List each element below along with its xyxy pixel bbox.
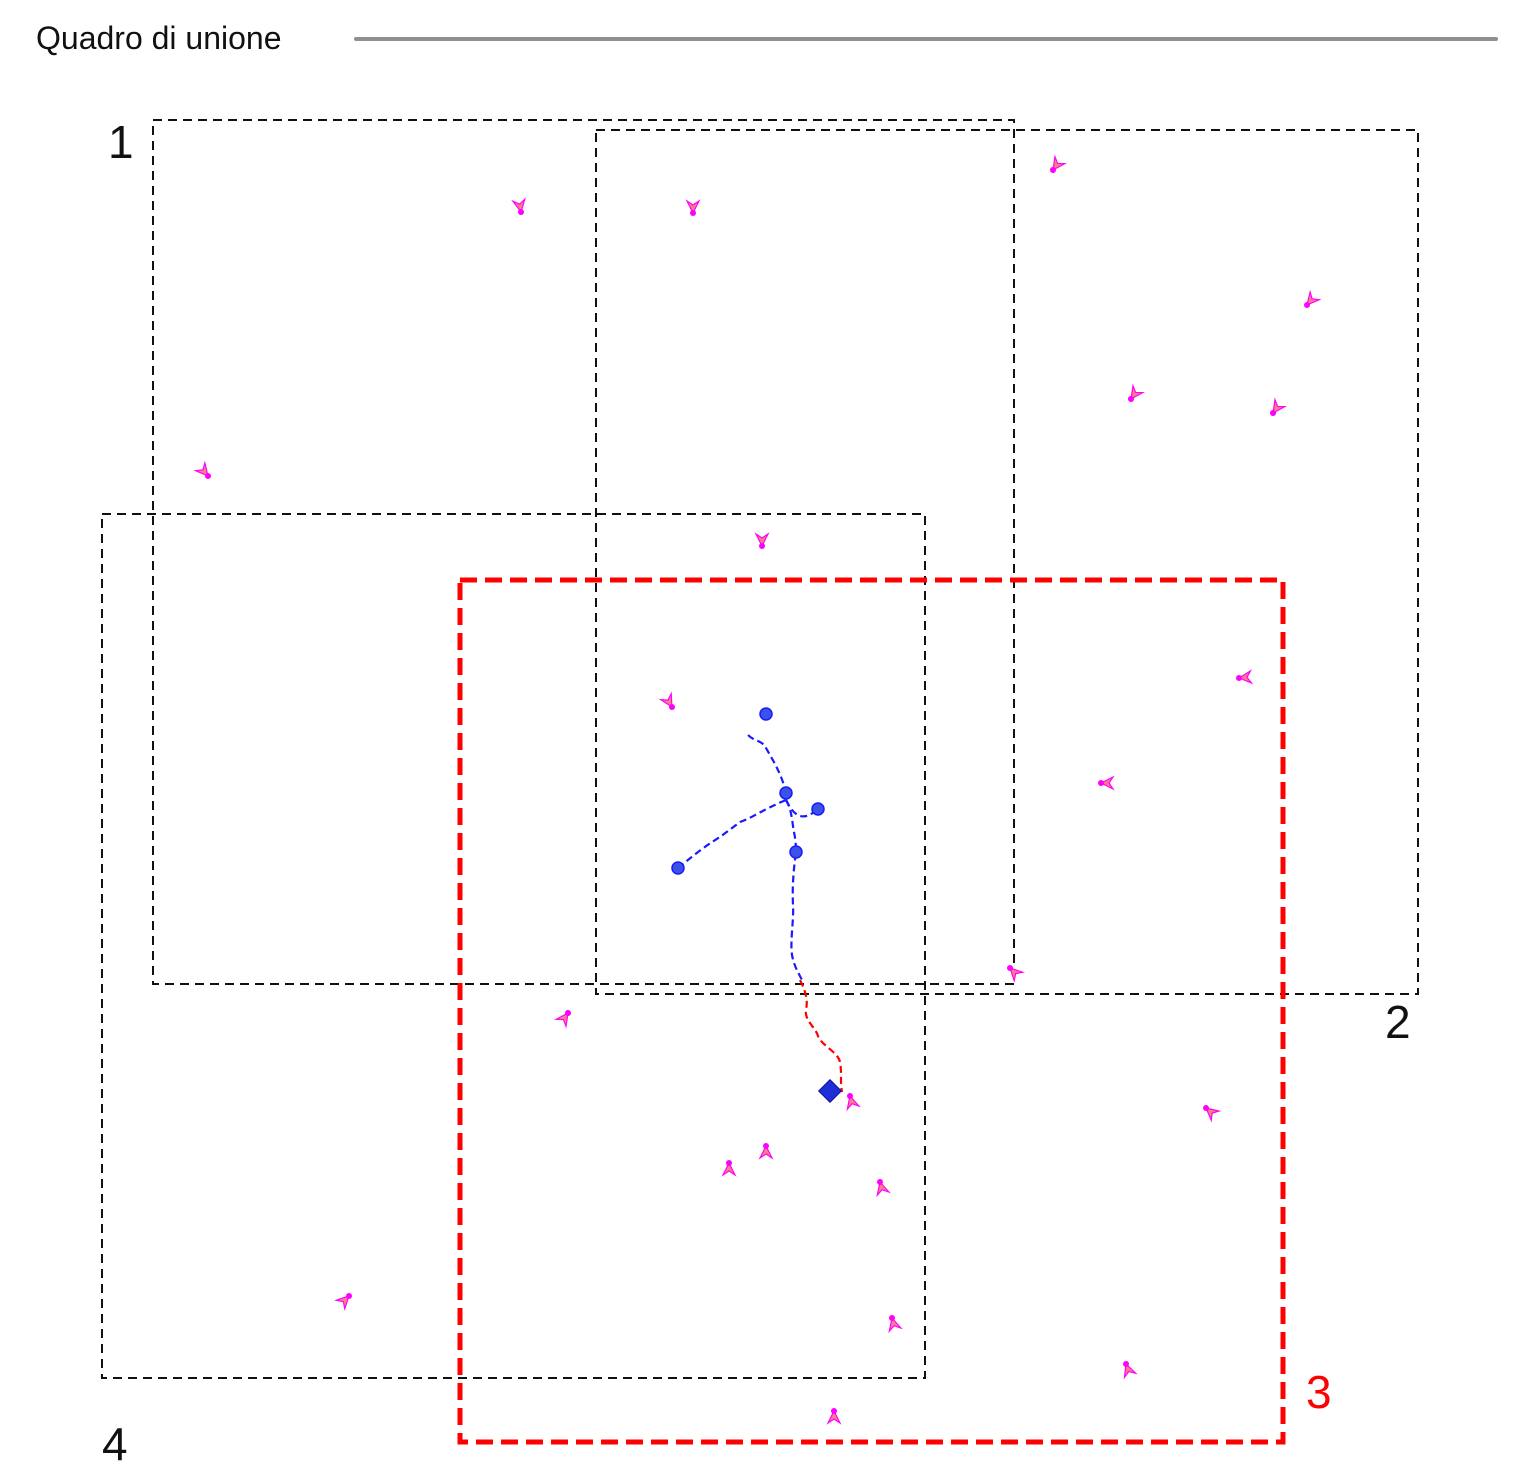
station-marker-dot: [1007, 965, 1013, 971]
station-marker-dot: [518, 209, 524, 215]
station-markers: [193, 154, 1322, 1425]
sheet-frame-2[interactable]: [595, 129, 1419, 995]
station-marker-wedge: [658, 691, 673, 709]
station-marker-dot: [889, 1315, 895, 1321]
station-marker-dot: [877, 1179, 883, 1185]
route-branch-north: [747, 734, 788, 794]
station-marker-icon[interactable]: [843, 1092, 861, 1112]
station-marker-dot: [346, 1293, 352, 1299]
station-marker-wedge: [1099, 775, 1115, 791]
station-marker-dot: [1128, 396, 1134, 402]
station-marker-icon[interactable]: [553, 1007, 574, 1029]
station-marker-wedge: [1052, 154, 1068, 172]
station-marker-dot: [831, 1408, 837, 1414]
station-marker-dot: [1236, 675, 1242, 681]
station-marker-icon[interactable]: [1235, 669, 1254, 685]
route-node-icon[interactable]: [759, 707, 773, 721]
station-marker-icon[interactable]: [885, 1314, 903, 1334]
station-marker-wedge: [888, 1316, 903, 1334]
sheet-label-3: 3: [1306, 1366, 1332, 1418]
station-marker-icon[interactable]: [873, 1178, 891, 1198]
route-branch-west: [677, 798, 787, 869]
station-marker-dot: [1304, 302, 1310, 308]
page-title: Quadro di unione: [36, 20, 282, 56]
blue-route-network: [671, 707, 825, 981]
station-marker-icon[interactable]: [685, 199, 701, 216]
station-marker-icon[interactable]: [511, 197, 527, 216]
map-header: Quadro di unione: [36, 18, 1506, 62]
station-marker-icon[interactable]: [1098, 775, 1115, 791]
station-marker-wedge: [1237, 669, 1254, 685]
station-marker-icon[interactable]: [1300, 289, 1322, 311]
station-marker-icon[interactable]: [1124, 383, 1146, 405]
station-marker-wedge: [1009, 967, 1026, 984]
station-marker-dot: [669, 704, 675, 710]
station-marker-icon[interactable]: [193, 460, 215, 482]
station-marker-wedge: [333, 1295, 350, 1312]
red-route: [799, 979, 844, 1093]
route-trunk: [785, 799, 803, 981]
sheet-label-4: 4: [102, 1418, 128, 1470]
station-marker-wedge: [1123, 1362, 1138, 1380]
station-marker-icon[interactable]: [754, 532, 770, 549]
station-marker-wedge: [758, 1144, 774, 1160]
station-marker-dot: [763, 1143, 769, 1149]
header-divider: [354, 37, 1498, 41]
station-marker-wedge: [826, 1409, 842, 1425]
station-marker-icon[interactable]: [1046, 154, 1068, 176]
station-marker-dot: [690, 210, 696, 216]
station-marker-wedge: [876, 1180, 891, 1198]
station-marker-dot: [1203, 1105, 1209, 1111]
station-marker-dot: [1098, 780, 1104, 786]
target-diamond-icon[interactable]: [817, 1078, 843, 1104]
station-marker-wedge: [846, 1094, 861, 1112]
station-marker-icon[interactable]: [721, 1160, 737, 1177]
station-marker-wedge: [1130, 383, 1146, 401]
station-marker-wedge: [1204, 1107, 1222, 1123]
station-marker-icon[interactable]: [1004, 962, 1026, 984]
station-marker-dot: [847, 1093, 853, 1099]
station-marker-dot: [1123, 1361, 1129, 1367]
route-node-icon[interactable]: [671, 861, 685, 875]
sheet-frame-4[interactable]: [101, 513, 926, 1379]
station-marker-dot: [205, 473, 211, 479]
station-marker-dot: [1050, 167, 1056, 173]
station-marker-dot: [759, 543, 765, 549]
station-marker-icon[interactable]: [758, 1143, 774, 1160]
station-marker-icon[interactable]: [1200, 1101, 1222, 1123]
station-marker-icon[interactable]: [333, 1290, 355, 1312]
sheet-frame-1[interactable]: [152, 119, 1015, 985]
station-marker-icon[interactable]: [1119, 1359, 1138, 1380]
station-marker-wedge: [193, 460, 209, 478]
route-node-icon[interactable]: [789, 845, 803, 859]
station-marker-wedge: [1306, 289, 1322, 307]
sheet-label-2: 2: [1385, 996, 1411, 1048]
station-marker-wedge: [754, 532, 770, 548]
sheet-label-1: 1: [108, 116, 134, 168]
route-node-icon[interactable]: [811, 802, 825, 816]
station-marker-icon[interactable]: [826, 1408, 842, 1425]
station-marker-dot: [565, 1010, 571, 1016]
station-marker-wedge: [1272, 397, 1288, 415]
station-marker-wedge: [721, 1161, 737, 1177]
route-node-icon[interactable]: [779, 786, 793, 800]
station-marker-dot: [726, 1160, 732, 1166]
station-marker-dot: [1270, 410, 1276, 416]
station-marker-wedge: [685, 199, 701, 215]
sheet-frame-3-active[interactable]: [457, 577, 1286, 1445]
station-marker-icon[interactable]: [658, 691, 679, 713]
station-marker-icon[interactable]: [1266, 397, 1288, 419]
station-marker-wedge: [511, 197, 527, 214]
station-marker-wedge: [553, 1011, 569, 1029]
